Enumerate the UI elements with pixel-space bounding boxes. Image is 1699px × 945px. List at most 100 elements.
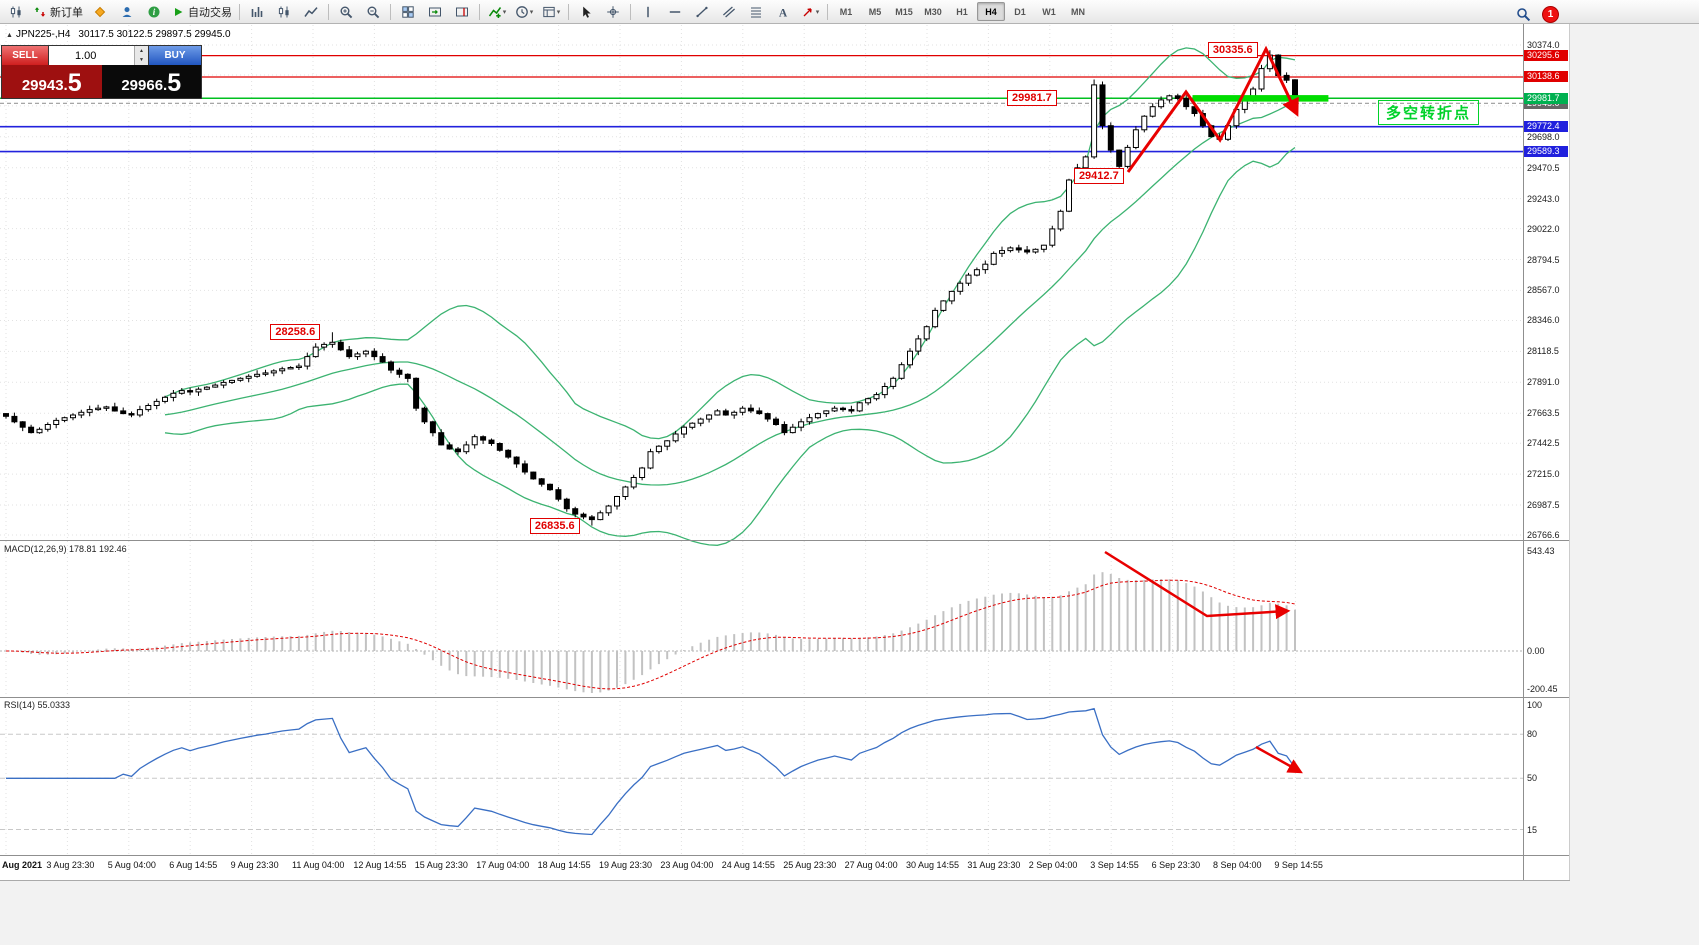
time-axis-label: 31 Aug 23:30 <box>967 860 1021 870</box>
symbol-marker-icon: ▲ <box>6 32 13 39</box>
sell-button[interactable]: SELL <box>2 46 48 65</box>
line-chart-icon[interactable] <box>298 1 324 23</box>
horizontal-line-icon[interactable] <box>662 1 688 23</box>
svg-text:A: A <box>779 7 788 19</box>
candlestick-chart-icon[interactable] <box>271 1 297 23</box>
new-chart-icon[interactable] <box>3 1 29 23</box>
tf-h1[interactable]: H1 <box>956 6 968 17</box>
channel-icon[interactable] <box>716 1 742 23</box>
search-icon[interactable] <box>1510 3 1536 25</box>
swing-price-label: 29412.7 <box>1073 167 1124 184</box>
toolbar-separator <box>328 3 329 20</box>
symbol-period-label: JPN225-,H4 <box>15 29 71 40</box>
time-axis-label: 23 Aug 04:00 <box>660 860 714 870</box>
volume-field: ▲ ▼ <box>48 46 149 65</box>
volume-up-button[interactable]: ▲ <box>135 46 148 56</box>
tile-windows-icon[interactable] <box>395 1 421 23</box>
buy-price[interactable]: 29966. 5 <box>101 65 201 98</box>
swing-price-label: 29981.7 <box>1006 90 1057 107</box>
toolbar: 新订单 i 自动交易 ▾ ▾ ▾ A ▾ M1 M5 M15 M30 H1 H4 D1 W1 MN 1 <box>0 0 1699 24</box>
time-axis-label: 24 Aug 14:55 <box>721 860 775 870</box>
price-axis-label: 26987.5 <box>1527 499 1560 510</box>
time-axis-label: 9 Aug 23:30 <box>230 860 279 870</box>
market-info-icon[interactable]: i <box>141 1 167 23</box>
tf-m5[interactable]: M5 <box>868 6 882 17</box>
time-axis-label: 5 Aug 04:00 <box>107 860 156 870</box>
new-order-button[interactable]: 新订单 <box>30 1 86 23</box>
macd-indicator-label: MACD(12,26,9) 178.81 192.46 <box>4 544 127 554</box>
time-axis-label: 27 Aug 04:00 <box>844 860 898 870</box>
time-axis-label: 9 Sep 14:55 <box>1274 860 1323 870</box>
tf-m1[interactable]: M1 <box>839 6 853 17</box>
indicators-icon[interactable]: ▾ <box>484 1 510 23</box>
price-axis-label: 29470.5 <box>1527 162 1560 173</box>
trendline-icon[interactable] <box>689 1 715 23</box>
time-axis-label: 30 Aug 14:55 <box>906 860 960 870</box>
buy-button[interactable]: BUY <box>149 46 201 65</box>
periods-icon[interactable]: ▾ <box>511 1 537 23</box>
rsi-axis-label: 15 <box>1527 824 1538 835</box>
volume-input[interactable] <box>49 46 134 65</box>
volume-down-button[interactable]: ▼ <box>135 55 148 65</box>
chevron-down-icon: ▾ <box>502 8 507 16</box>
time-axis-label: Aug 2021 <box>2 860 43 870</box>
price-axis-label: 29022.0 <box>1527 223 1560 234</box>
chart-ohlc-header: ▲ JPN225-,H4 30117.5 30122.5 29897.5 29945… <box>6 29 231 40</box>
profile-icon[interactable] <box>114 1 140 23</box>
bar-chart-icon[interactable] <box>244 1 270 23</box>
auto-scroll-icon[interactable] <box>422 1 448 23</box>
crosshair-icon[interactable] <box>600 1 626 23</box>
time-axis-label: 19 Aug 23:30 <box>599 860 653 870</box>
time-axis-label: 17 Aug 04:00 <box>476 860 530 870</box>
time-axis-label: 2 Sep 04:00 <box>1028 860 1078 870</box>
tf-h4[interactable]: H4 <box>977 2 1005 21</box>
time-axis-label: 18 Aug 14:55 <box>537 860 591 870</box>
swing-price-label: 28258.6 <box>270 324 321 341</box>
price-axis-label: 28118.5 <box>1527 346 1559 357</box>
swing-price-label: 26835.6 <box>529 517 580 534</box>
time-axis-label: 3 Aug 23:30 <box>46 860 95 870</box>
price-axis-label: 28794.5 <box>1527 254 1560 265</box>
price-axis-label: 28567.0 <box>1527 285 1560 296</box>
price-axis-label: 29243.0 <box>1527 193 1560 204</box>
tf-mn[interactable]: MN <box>1071 6 1085 17</box>
chart-shift-icon[interactable] <box>449 1 475 23</box>
price-axis-label: 27891.0 <box>1527 377 1560 388</box>
fibonacci-icon[interactable] <box>743 1 769 23</box>
arrows-icon[interactable]: ▾ <box>797 1 823 23</box>
price-axis-label: 28346.0 <box>1527 315 1560 326</box>
time-axis-label: 8 Sep 04:00 <box>1213 860 1262 870</box>
zoom-in-icon[interactable] <box>333 1 359 23</box>
time-axis-label: 25 Aug 23:30 <box>783 860 837 870</box>
toolbar-separator <box>390 3 391 20</box>
toolbar-separator <box>568 3 569 20</box>
chevron-down-icon: ▾ <box>529 8 534 16</box>
metaquotes-community-icon[interactable] <box>87 1 113 23</box>
tf-m15[interactable]: M15 <box>895 6 913 17</box>
tf-m30[interactable]: M30 <box>924 6 942 17</box>
zoom-out-icon[interactable] <box>360 1 386 23</box>
price-axis-label: 27215.0 <box>1527 469 1560 480</box>
sell-price[interactable]: 29943. 5 <box>2 65 102 98</box>
main-chart-canvas[interactable] <box>0 0 1570 881</box>
macd-axis-label: 543.43 <box>1527 546 1555 556</box>
templates-icon[interactable]: ▾ <box>538 1 564 23</box>
one-click-trade-panel: SELL ▲ ▼ BUY 29943.5 29966.5 <box>1 45 202 99</box>
price-axis-label: 29698.0 <box>1527 131 1560 142</box>
text-icon[interactable]: A <box>770 1 796 23</box>
time-axis-label: 12 Aug 14:55 <box>353 860 407 870</box>
price-axis-label: 26766.6 <box>1527 530 1560 540</box>
vertical-line-icon[interactable] <box>635 1 661 23</box>
tf-d1[interactable]: D1 <box>1014 6 1026 17</box>
chevron-down-icon: ▾ <box>815 8 820 16</box>
swing-price-label: 30335.6 <box>1207 42 1258 59</box>
rsi-axis-label: 100 <box>1527 700 1543 710</box>
toolbar-separator <box>479 3 480 20</box>
auto-trading-button[interactable]: 自动交易 <box>168 1 235 23</box>
toolbar-separator <box>239 3 240 20</box>
tf-w1[interactable]: W1 <box>1042 6 1056 17</box>
cursor-icon[interactable] <box>573 1 599 23</box>
notification-badge[interactable]: 1 <box>1542 5 1559 23</box>
